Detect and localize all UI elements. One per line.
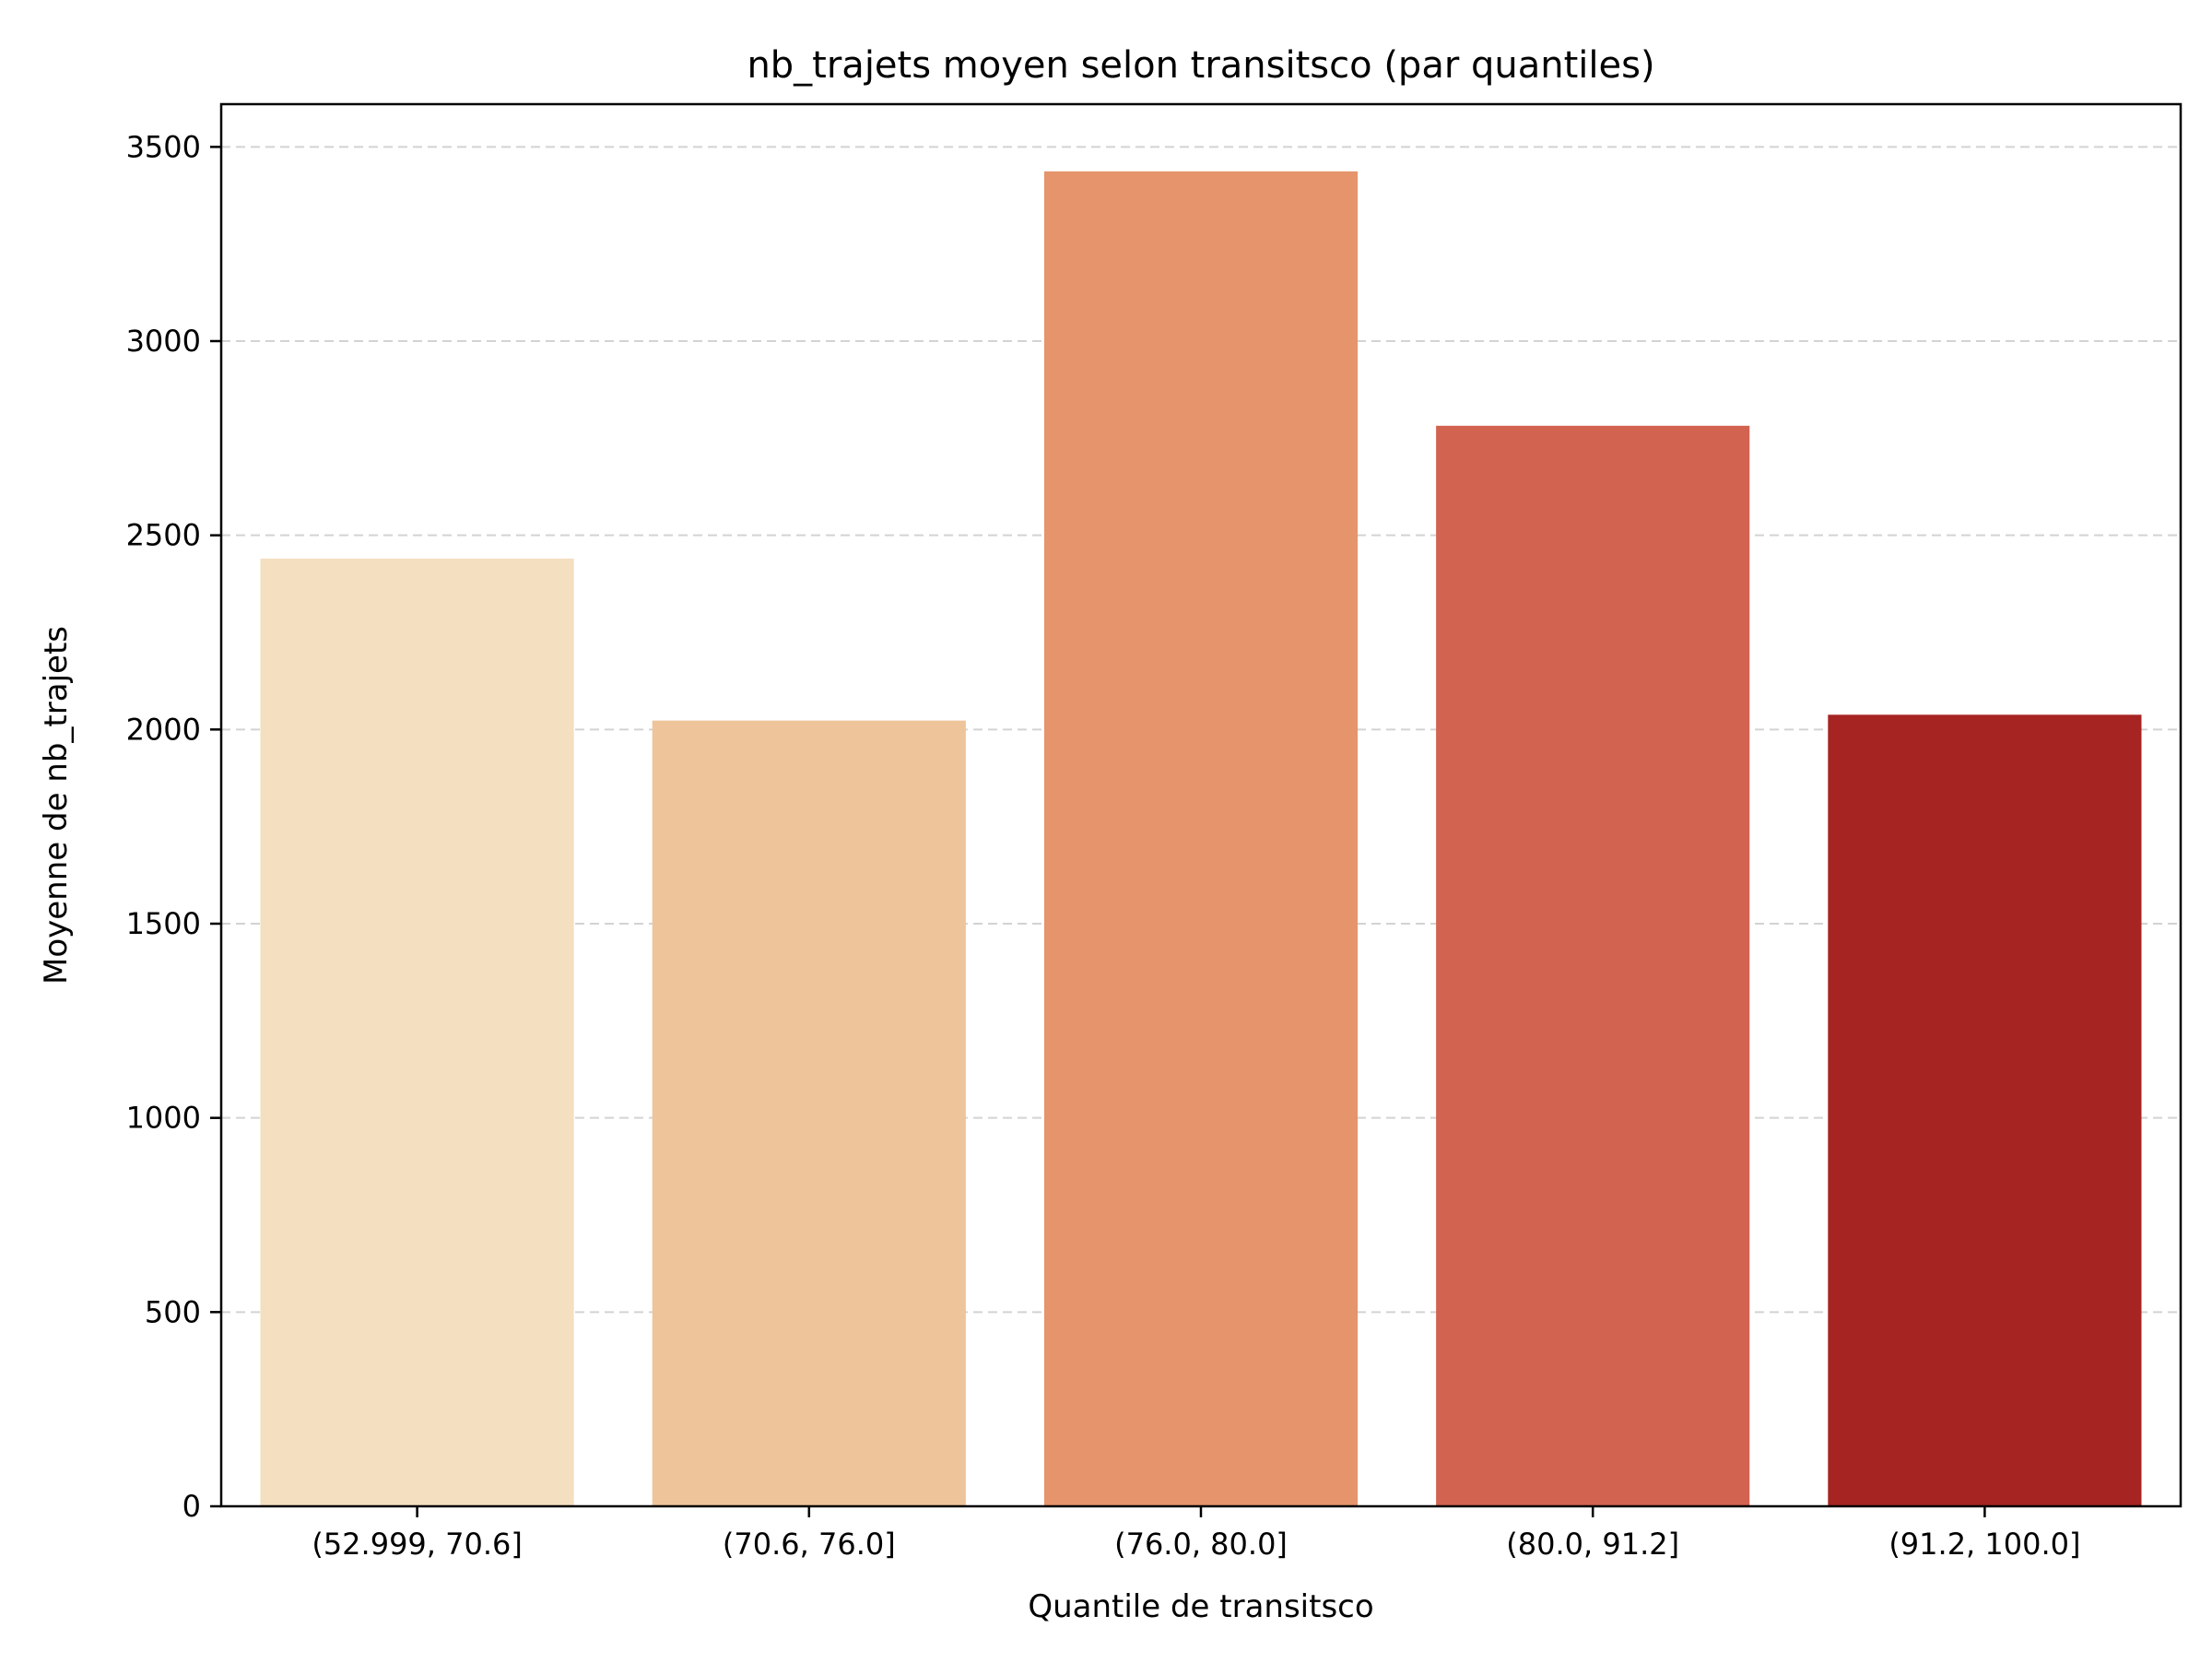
- x-tick-label: (76.0, 80.0]: [1114, 1527, 1288, 1562]
- y-tick-label: 500: [145, 1294, 201, 1329]
- bar: [1828, 714, 2142, 1506]
- bar: [260, 558, 574, 1506]
- bars: [260, 171, 2142, 1507]
- x-tick-label: (70.6, 76.0]: [723, 1527, 896, 1562]
- y-tick-label: 3000: [126, 324, 201, 359]
- bar: [1436, 425, 1750, 1506]
- x-tick-label: (52.999, 70.6]: [312, 1527, 523, 1562]
- y-axis-label: Moyenne de nb_trajets: [38, 626, 75, 985]
- bar: [652, 720, 966, 1506]
- y-tick-label: 3500: [126, 129, 201, 164]
- x-tick-label: (91.2, 100.0]: [1888, 1527, 2080, 1562]
- y-tick-label: 1500: [126, 906, 201, 941]
- x-tick-label: (80.0, 91.2]: [1506, 1527, 1679, 1562]
- bar: [1043, 171, 1359, 1507]
- chart-title: nb_trajets moyen selon transitsco (par q…: [747, 44, 1654, 87]
- y-tick-label: 0: [182, 1489, 201, 1524]
- y-tick-label: 2000: [126, 712, 201, 747]
- x-axis-label: Quantile de transitsco: [1028, 1588, 1373, 1625]
- y-tick-label: 1000: [126, 1101, 201, 1136]
- y-tick-label: 2500: [126, 518, 201, 553]
- axis-ticks: 0 500 1000 1500 2000 2500 3000 3500 (52.999, 70.…: [126, 129, 2081, 1562]
